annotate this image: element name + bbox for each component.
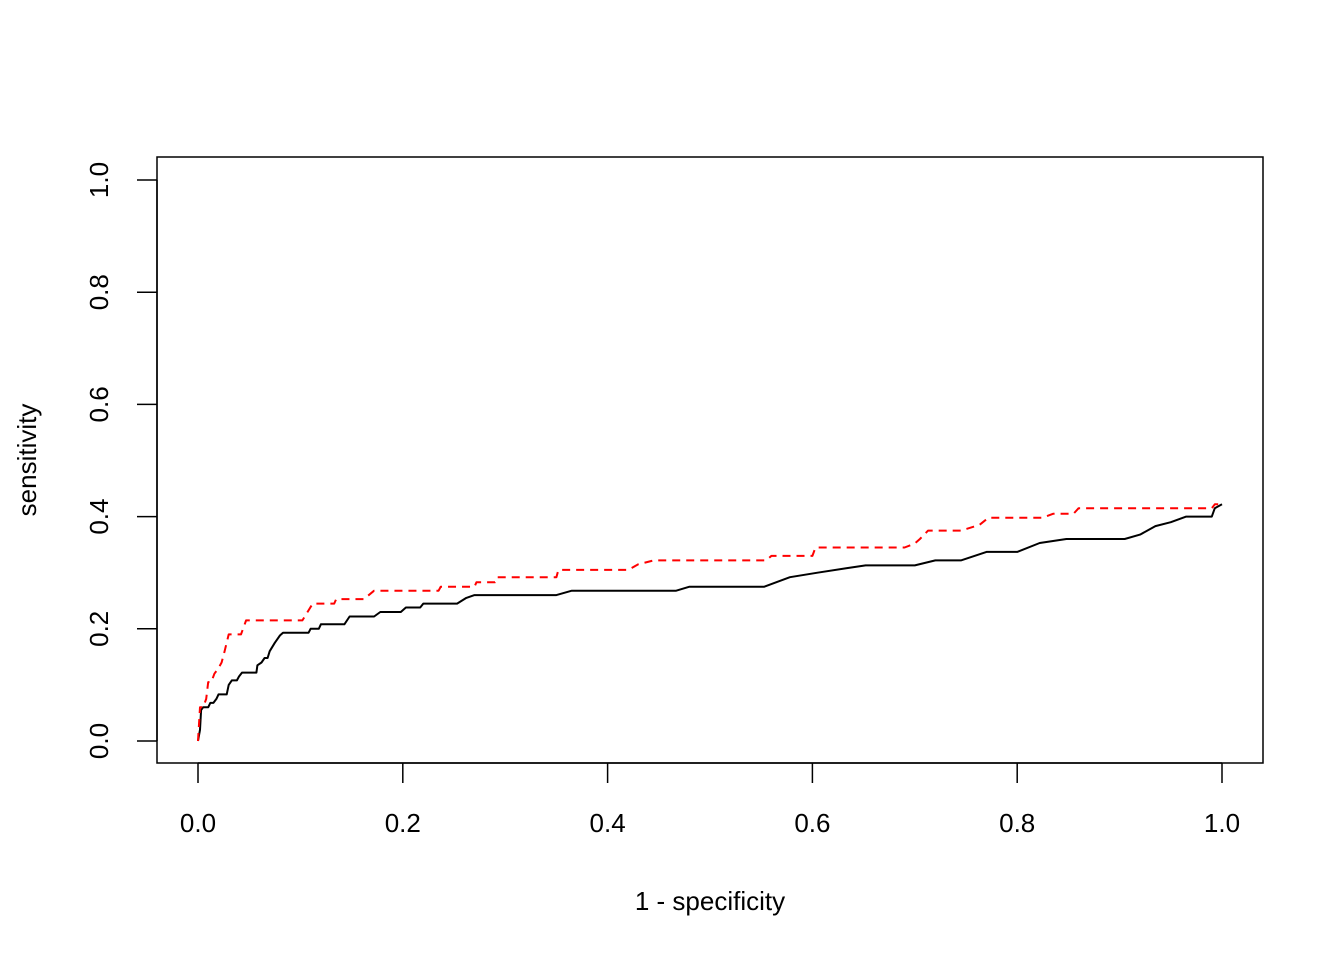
roc-curve-dashed [197,503,1222,742]
x-tick-label: 0.2 [385,808,421,838]
y-tick-label: 0.0 [84,723,114,759]
y-tick-label: 0.8 [84,274,114,310]
y-tick-label: 0.2 [84,611,114,647]
x-tick-label: 0.8 [999,808,1035,838]
x-axis: 0.0 0.2 0.4 0.6 0.8 1.0 [180,762,1240,838]
x-axis-title: 1 - specificity [635,886,785,916]
roc-curve-solid [197,503,1223,742]
x-tick-label: 0.6 [794,808,830,838]
x-tick-label: 0.4 [590,808,626,838]
series-layer [197,503,1223,742]
x-tick-label: 1.0 [1204,808,1240,838]
y-tick-label: 1.0 [84,162,114,198]
y-tick-label: 0.6 [84,386,114,422]
y-tick-label: 0.4 [84,499,114,535]
y-axis-title: sensitivity [12,404,42,517]
y-axis: 0.0 0.2 0.4 0.6 0.8 1.0 [84,162,158,759]
x-tick-label: 0.0 [180,808,216,838]
plot-frame [156,156,1264,764]
